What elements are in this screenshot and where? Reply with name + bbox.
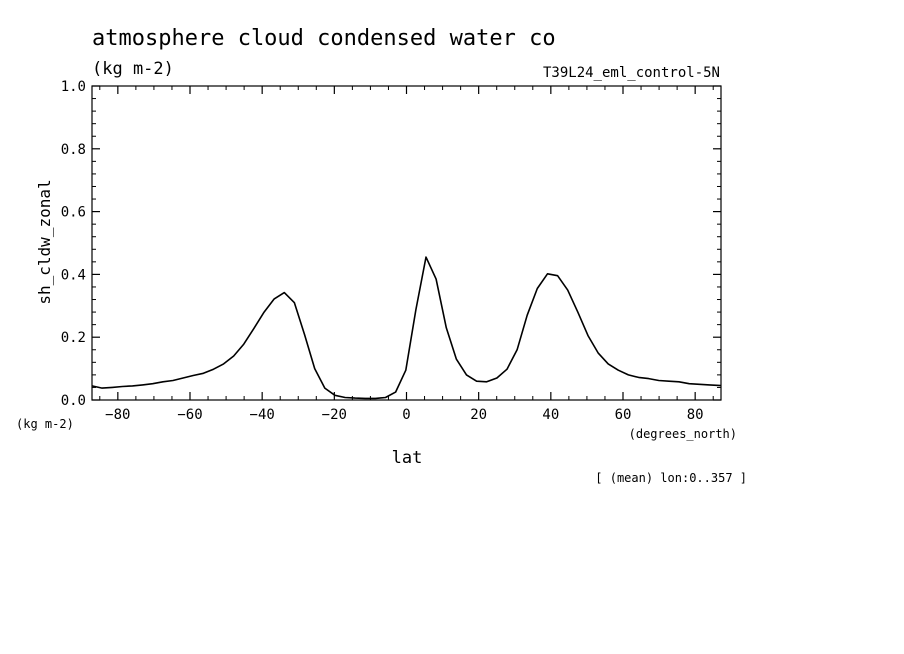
series-line — [91, 256, 722, 400]
x-axis-label: lat — [392, 448, 423, 468]
chart-subtitle: (kg m-2) — [92, 59, 174, 79]
major-ticks — [92, 85, 721, 401]
tick-labels: −80 −60 −40 −20 0 20 40 60 80 0.0 0.2 0.4 0.6 0.8 1.0 — [61, 79, 704, 423]
x-tick-label: 80 — [687, 407, 704, 423]
chart-title: atmosphere cloud condensed water co — [92, 26, 556, 51]
y-tick-label: 0.6 — [61, 205, 86, 221]
footnote: [ (mean) lon:0..357 ] — [595, 471, 747, 485]
y-tick-label: 0.0 — [61, 393, 86, 409]
x-tick-label: −80 — [105, 407, 130, 423]
y-tick-label: 0.4 — [61, 267, 86, 283]
y-tick-label: 0.8 — [61, 142, 86, 158]
plot-frame — [91, 85, 722, 401]
x-tick-label: −20 — [322, 407, 347, 423]
x-axis-units: (degrees_north) — [629, 427, 737, 441]
x-tick-label: −60 — [177, 407, 202, 423]
y-tick-label: 0.2 — [61, 330, 86, 346]
y-tick-label: 1.0 — [61, 79, 86, 95]
y-axis-units: (kg m-2) — [16, 417, 74, 431]
x-tick-label: 20 — [470, 407, 487, 423]
minor-ticks — [92, 86, 721, 400]
run-label: T39L24_eml_control-5N — [543, 65, 720, 81]
x-tick-label: 40 — [542, 407, 559, 423]
x-tick-label: 60 — [615, 407, 632, 423]
x-tick-label: −40 — [250, 407, 275, 423]
x-tick-label: 0 — [402, 407, 410, 423]
y-axis-label: sh_cldw_zonal — [35, 179, 54, 304]
